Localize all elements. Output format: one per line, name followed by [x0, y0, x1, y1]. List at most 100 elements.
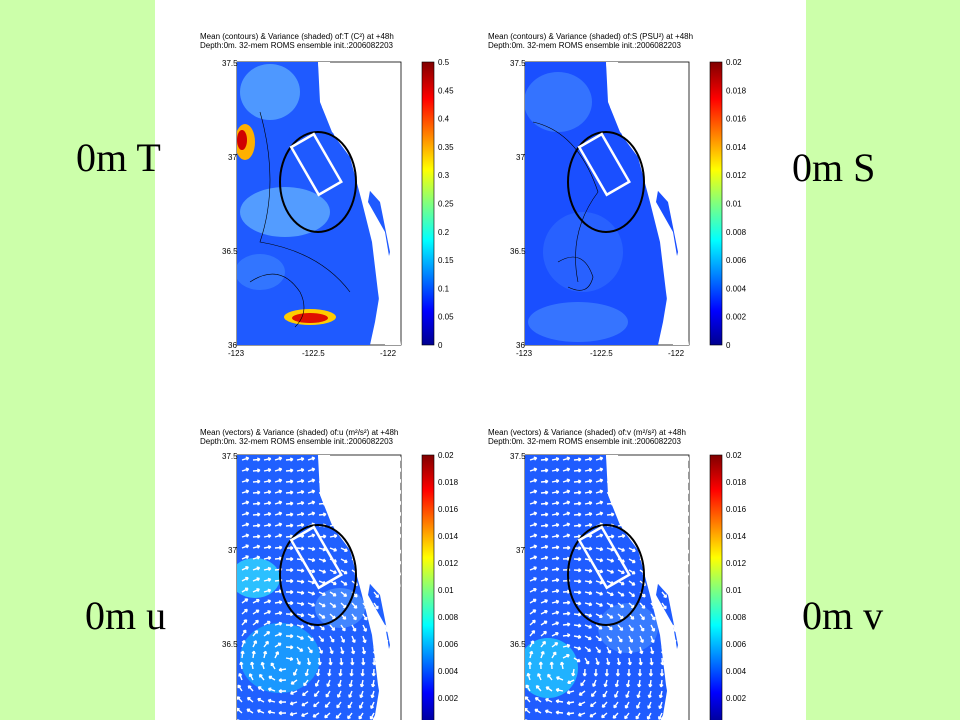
vector-arrow [289, 712, 298, 717]
vector-arrow [306, 657, 312, 666]
vector-arrow [637, 679, 642, 688]
vector-arrow [573, 579, 582, 584]
vector-arrow [681, 668, 687, 677]
vector-arrow [573, 457, 582, 462]
vector-arrow [595, 602, 603, 607]
vector-arrow [318, 602, 326, 608]
vector-arrow [263, 620, 271, 626]
vector-arrow [263, 467, 272, 473]
vector-arrow [683, 533, 689, 539]
vector-arrow [237, 696, 243, 703]
vector-arrow [395, 478, 401, 484]
vector-arrow [339, 657, 344, 666]
vector-arrow [362, 489, 371, 495]
svg-text:-122: -122 [380, 349, 397, 358]
vector-arrow [584, 456, 593, 462]
vector-arrow [562, 489, 571, 494]
vector-arrow [562, 533, 571, 538]
vector-arrow [573, 468, 582, 473]
vector-arrow [252, 523, 261, 528]
vector-arrow [562, 467, 571, 472]
vector-arrow [252, 609, 260, 615]
vector-arrow [584, 522, 593, 528]
vector-arrow [573, 479, 582, 484]
vector-arrow [307, 646, 313, 654]
vector-arrow [252, 501, 261, 506]
vector-arrow [318, 569, 327, 574]
vector-arrow [274, 545, 283, 550]
colorbar-tick-label: 0.01 [438, 586, 454, 595]
vector-arrow [252, 544, 261, 549]
vector-arrow [348, 690, 353, 699]
vector-arrow [659, 679, 664, 688]
vector-arrow [628, 635, 634, 643]
vector-arrow [617, 613, 624, 620]
vector-arrow [263, 577, 272, 582]
vector-arrow [529, 566, 538, 571]
vector-arrow [573, 623, 582, 628]
vector-arrow [529, 587, 537, 593]
colorbar-tick-label: 0.016 [438, 505, 459, 514]
vector-arrow [329, 646, 334, 655]
vector-arrow [529, 619, 536, 626]
vector-arrow [338, 668, 343, 677]
vector-arrow [373, 533, 382, 538]
vector-arrow [617, 547, 626, 552]
vector-arrow [373, 500, 382, 505]
vector-arrow [540, 577, 549, 582]
vector-arrow [682, 646, 687, 655]
vector-arrow [595, 657, 600, 666]
vector-arrow [296, 590, 305, 595]
vector-arrow [617, 624, 624, 631]
vector-arrow [274, 500, 283, 505]
vector-arrow [312, 712, 320, 718]
vector-arrow [263, 599, 272, 604]
vector-arrow [683, 456, 689, 462]
vector-arrow [672, 558, 679, 565]
vector-arrow [584, 602, 593, 607]
vector-arrow [615, 668, 621, 677]
vector-arrow [658, 701, 663, 710]
vector-arrow [263, 545, 272, 550]
vector-arrow [582, 668, 587, 677]
colorbar-tick-label: 0.016 [726, 505, 747, 514]
colorbar-tick-label: 0.15 [438, 256, 454, 265]
plot-title-line2: Depth:0m. 32-mem ROMS ensemble init.:200… [488, 41, 681, 50]
vector-arrow [647, 690, 652, 699]
vector-arrow [260, 661, 265, 670]
colorbar-tick-label: 0.45 [438, 86, 454, 95]
vector-arrow [340, 646, 345, 655]
vector-arrow [324, 701, 331, 708]
vector-arrow [628, 624, 634, 632]
vector-arrow [672, 523, 681, 528]
svg-text:36.5: 36.5 [510, 640, 526, 649]
vector-arrow [296, 500, 305, 506]
vector-arrow [313, 701, 320, 708]
vector-arrow [628, 591, 636, 598]
vector-arrow [285, 656, 294, 662]
vector-arrow [241, 511, 250, 516]
vector-arrow [529, 522, 538, 527]
vector-arrow [562, 633, 571, 638]
vector-arrow [252, 555, 261, 560]
vector-arrow [551, 578, 560, 583]
vector-arrow [371, 668, 376, 677]
vector-arrow [384, 613, 390, 621]
vector-arrow [329, 602, 337, 608]
vector-arrow [395, 547, 401, 554]
vector-arrow [625, 679, 631, 688]
vector-arrow [584, 467, 593, 473]
vector-arrow [317, 657, 322, 666]
vector-arrow [567, 679, 575, 685]
vector-arrow [285, 501, 294, 506]
vector-arrow [606, 512, 615, 517]
vector-arrow [267, 698, 276, 703]
vector-arrow [373, 478, 382, 483]
vector-arrow [285, 578, 294, 584]
vector-arrow [527, 661, 533, 670]
vector-arrow [650, 456, 659, 462]
vector-arrow [307, 557, 316, 563]
vector-arrow [562, 500, 571, 505]
vector-arrow [525, 684, 531, 692]
vector-arrow [573, 646, 582, 651]
